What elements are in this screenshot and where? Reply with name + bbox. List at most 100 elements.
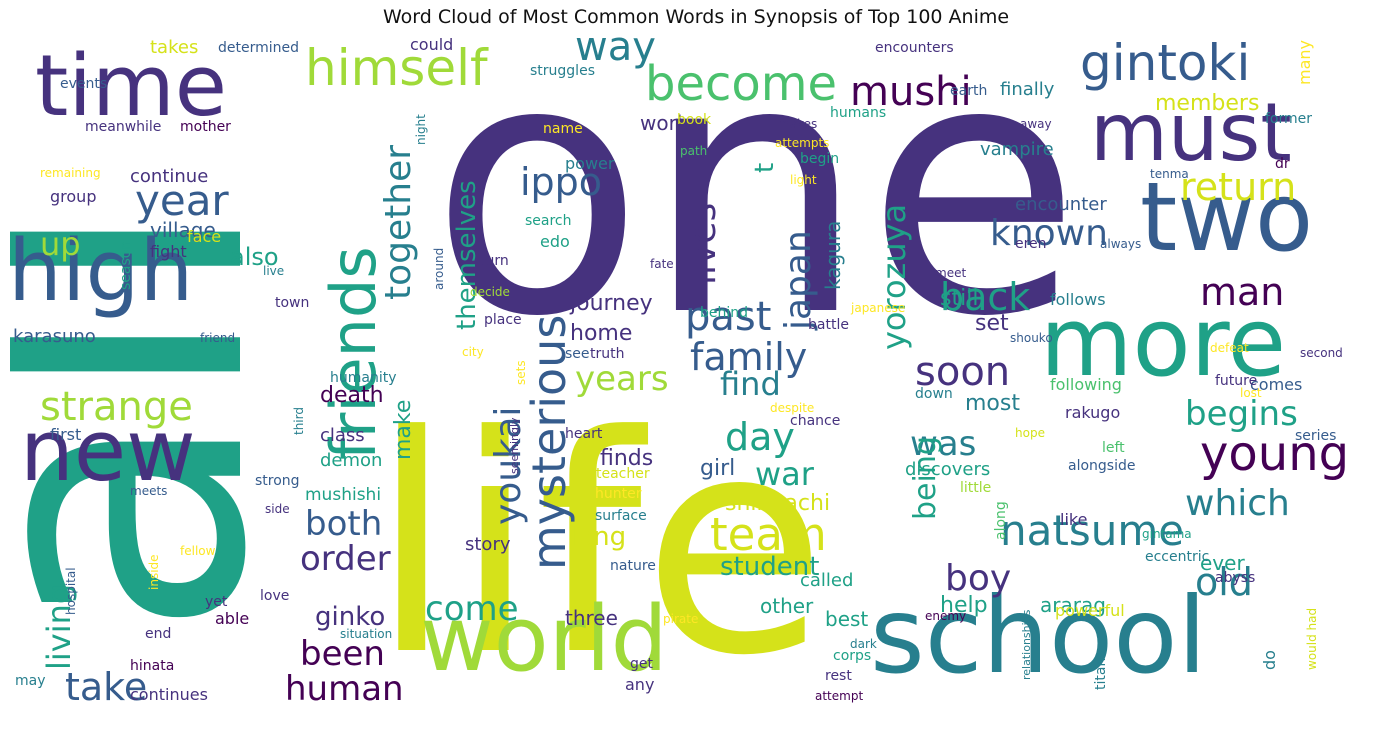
word-situation: situation: [340, 627, 392, 641]
word-could: could: [410, 36, 453, 54]
word-do: do: [1260, 650, 1279, 670]
word-humanity: humanity: [330, 370, 397, 386]
word-night: night: [414, 114, 428, 145]
word-must: must: [1090, 86, 1292, 179]
word-help: help: [940, 593, 988, 618]
word-discovers: discovers: [905, 459, 990, 480]
word-season: season: [118, 241, 134, 290]
word-abyss: abyss: [1215, 570, 1255, 586]
word-name: name: [543, 121, 583, 137]
word-yet: yet: [205, 594, 228, 610]
word-city: city: [462, 345, 484, 359]
word-love: love: [260, 588, 289, 604]
word-surface: surface: [595, 508, 647, 524]
word-following: following: [1050, 375, 1122, 394]
word-long: long: [570, 522, 626, 552]
word-other: other: [760, 594, 814, 618]
word-able: able: [215, 609, 249, 628]
word-get: get: [630, 656, 654, 672]
word-all: all: [10, 196, 330, 640]
word-encounters: encounters: [875, 40, 954, 56]
word-live: live: [263, 264, 284, 278]
word-future: future: [1215, 373, 1257, 389]
word-day: day: [725, 415, 795, 459]
word-ever: ever: [1200, 551, 1245, 575]
word-become: become: [645, 56, 837, 112]
word-seemingly: seemingly: [508, 417, 521, 474]
word-defeat: defeat: [1210, 341, 1249, 355]
word-hunter: hunter: [595, 486, 642, 502]
word-class: class: [320, 425, 365, 446]
word-rakugo: rakugo: [1065, 403, 1120, 422]
word-down: down: [915, 386, 953, 402]
word-journey: journey: [569, 291, 653, 316]
word-shouko: shouko: [1010, 331, 1053, 345]
word-new: new: [20, 402, 196, 501]
word-human: human: [285, 669, 404, 709]
word-work: work: [640, 111, 689, 135]
word-himself: himself: [305, 39, 489, 97]
word-strange: strange: [40, 384, 193, 430]
word-ararag: ararag: [1040, 593, 1106, 617]
word-fight: fight: [150, 242, 187, 261]
word-teacher: teacher: [596, 466, 650, 482]
word-many: many: [1295, 40, 1314, 85]
word-third: third: [292, 407, 306, 435]
word-young: young: [1200, 426, 1349, 482]
word-both: both: [305, 504, 382, 544]
word-fellow: fellow: [180, 544, 216, 558]
word-first: first: [50, 425, 81, 444]
word-chance: chance: [790, 413, 840, 429]
word-time: time: [35, 37, 227, 136]
word-most: most: [965, 391, 1020, 416]
word-hospital: hospital: [64, 567, 78, 615]
word-former: former: [1265, 111, 1312, 127]
word-always: always: [1100, 237, 1141, 251]
word-powerful: powerful: [1055, 601, 1125, 620]
word-mushishi: mushishi: [305, 485, 381, 505]
word-find: find: [720, 365, 781, 403]
word-attempts: attempts: [775, 136, 829, 150]
word-family: family: [690, 335, 807, 379]
word-years: years: [575, 359, 669, 399]
word-determined: determined: [218, 40, 299, 56]
word-little: little: [960, 480, 991, 496]
word-boy: boy: [945, 558, 1011, 599]
word-shinpachi: shinpachi: [725, 491, 830, 516]
word-continue: continue: [130, 166, 208, 187]
figure-title: Word Cloud of Most Common Words in Synop…: [382, 6, 1010, 28]
word-makes: makes: [778, 117, 817, 131]
word-more: more: [1040, 288, 1286, 398]
word-edo: edo: [540, 232, 570, 251]
word-hinata: hinata: [130, 658, 174, 674]
word-come: come: [425, 589, 519, 629]
word-encounter: encounter: [1015, 194, 1107, 215]
word-corps: corps: [833, 648, 871, 664]
word-year: year: [135, 176, 229, 225]
word-town: town: [275, 295, 309, 311]
word-begin: begin: [800, 151, 839, 167]
word-student: student: [720, 552, 819, 582]
word-eccentric: eccentric: [1145, 549, 1209, 565]
word-may: may: [15, 673, 46, 689]
word-battle: battle: [808, 317, 849, 333]
word-power: power: [565, 154, 615, 173]
word-strong: strong: [255, 473, 300, 489]
word-life: life: [370, 372, 827, 714]
word-book: book: [677, 112, 712, 128]
word-yorozuya: yorozuya: [875, 204, 913, 350]
word-along: along: [993, 501, 1009, 540]
word-comes: comes: [1250, 375, 1302, 394]
word-like: like: [1060, 510, 1087, 529]
word-demon: demon: [320, 450, 382, 471]
word-nature: nature: [610, 558, 656, 574]
word-face: face: [187, 227, 221, 246]
word-alongside: alongside: [1068, 458, 1135, 474]
word-living: living: [40, 584, 78, 670]
word-path: path: [680, 144, 707, 158]
word-t: t: [750, 163, 780, 173]
word-follows: follows: [1050, 290, 1106, 309]
word-being: being: [908, 436, 943, 520]
word-heart: heart: [565, 426, 603, 442]
